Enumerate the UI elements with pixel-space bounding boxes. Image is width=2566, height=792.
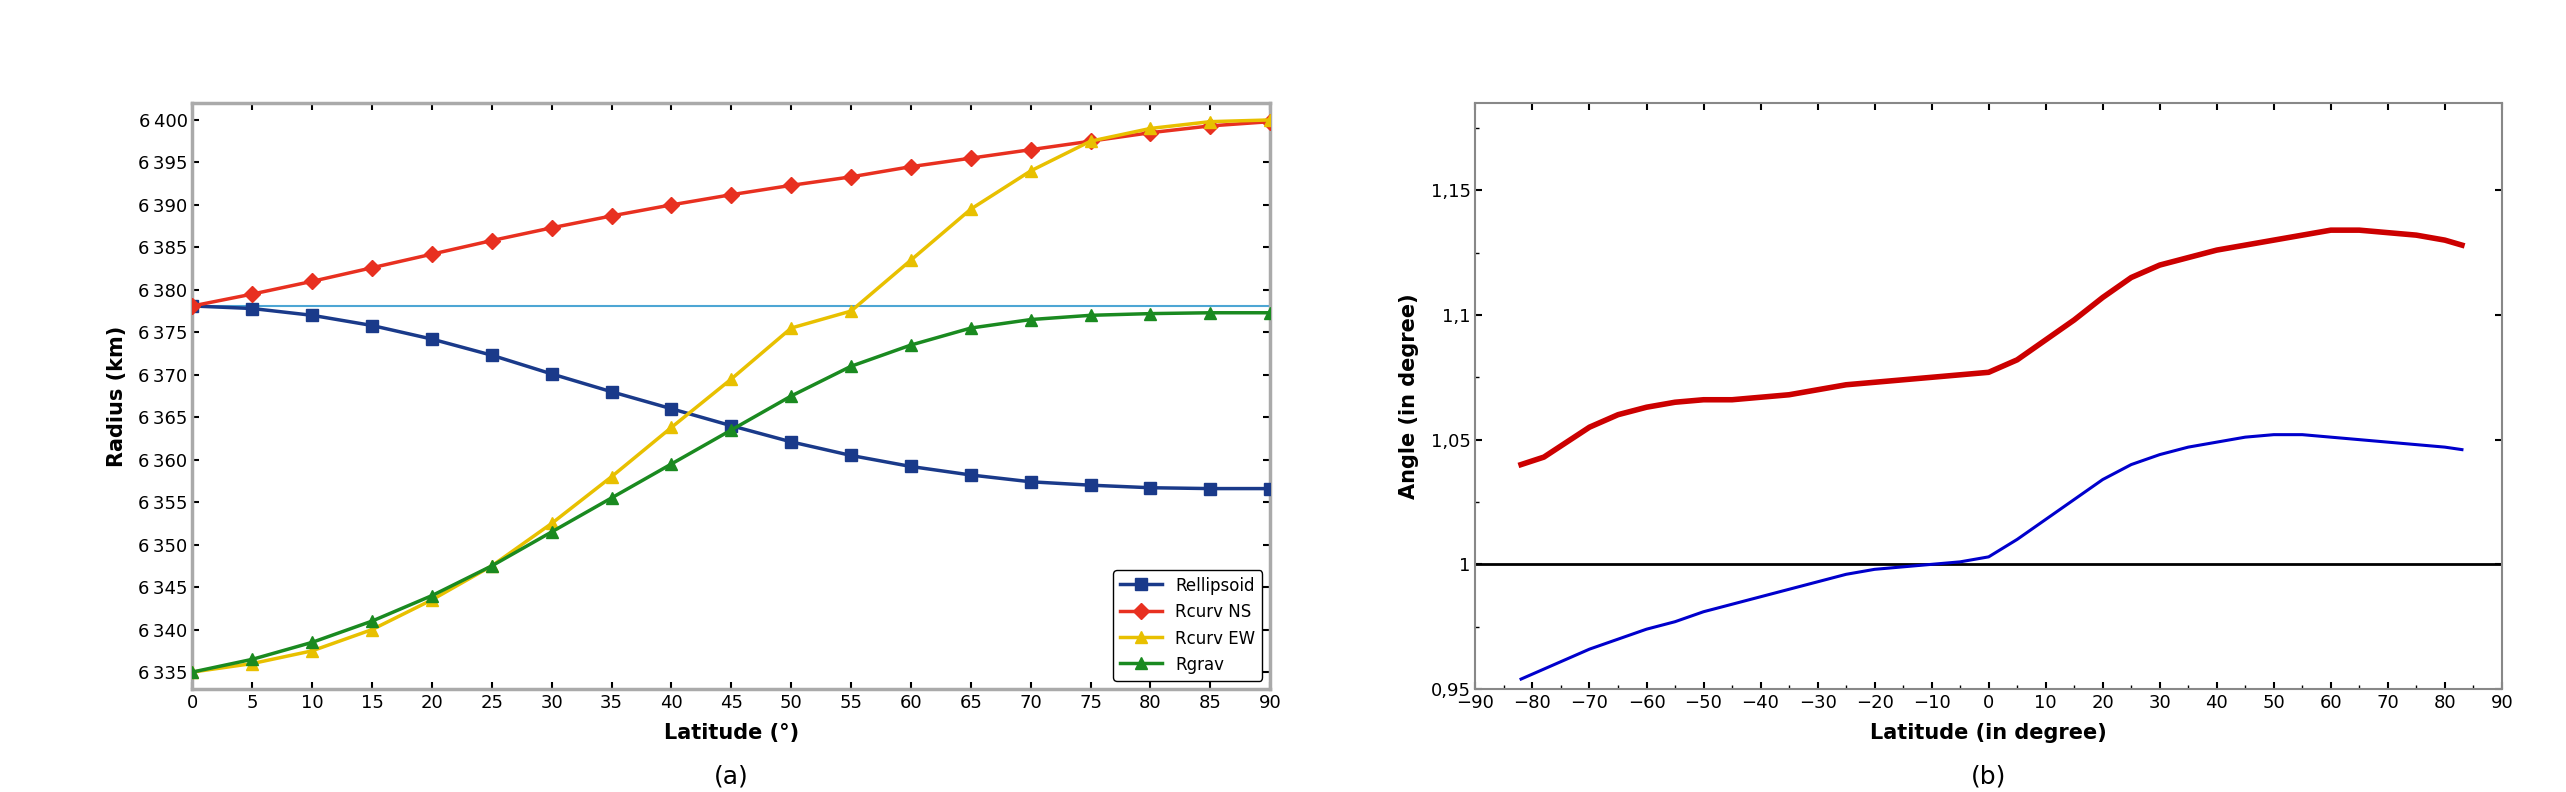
Rellipsoid (298, 310, 328, 320)
Rellipsoid (536, 369, 567, 379)
Line: Rcurv EW: Rcurv EW (187, 114, 1275, 678)
Rcurv NS (595, 211, 626, 221)
Rcurv NS (477, 236, 508, 246)
Rcurv NS (657, 200, 688, 210)
Rcurv EW (236, 659, 267, 668)
Text: (b): (b) (1971, 765, 2007, 789)
Rellipsoid (416, 334, 446, 344)
Rgrav (477, 561, 508, 570)
Rgrav (955, 323, 985, 333)
Rgrav (177, 668, 208, 677)
Rcurv NS (1255, 117, 1286, 127)
Rcurv EW (837, 307, 867, 316)
Rcurv EW (716, 375, 747, 384)
Rcurv EW (1196, 117, 1227, 127)
Rellipsoid (236, 304, 267, 314)
Rcurv EW (1255, 115, 1286, 124)
Rcurv EW (536, 519, 567, 528)
Rcurv NS (837, 172, 867, 181)
Rgrav (595, 493, 626, 503)
Rgrav (657, 459, 688, 469)
Rcurv EW (177, 668, 208, 677)
Rcurv NS (1196, 121, 1227, 131)
Rgrav (536, 527, 567, 537)
Rcurv EW (477, 561, 508, 570)
Rgrav (1134, 309, 1165, 318)
Rcurv EW (595, 472, 626, 482)
Rgrav (357, 616, 387, 626)
Rgrav (1075, 310, 1106, 320)
Rcurv NS (298, 276, 328, 286)
Rcurv NS (1075, 136, 1106, 146)
Rellipsoid (595, 387, 626, 397)
Rcurv NS (536, 223, 567, 233)
Rellipsoid (955, 470, 985, 480)
Line: Rcurv NS: Rcurv NS (187, 116, 1275, 311)
Rellipsoid (896, 462, 926, 471)
Rellipsoid (177, 301, 208, 310)
Rcurv NS (716, 190, 747, 200)
Rgrav (896, 341, 926, 350)
Rcurv EW (955, 204, 985, 214)
X-axis label: Latitude (°): Latitude (°) (665, 723, 798, 743)
Rcurv NS (1134, 128, 1165, 138)
Rcurv EW (357, 625, 387, 634)
X-axis label: Latitude (in degree): Latitude (in degree) (1871, 723, 2107, 743)
Rellipsoid (357, 321, 387, 330)
Y-axis label: Angle (in degree): Angle (in degree) (1398, 293, 1419, 499)
Rcurv NS (1016, 145, 1047, 154)
Rgrav (837, 361, 867, 371)
Rcurv NS (955, 154, 985, 163)
Rellipsoid (657, 404, 688, 413)
Rcurv NS (896, 162, 926, 171)
Rellipsoid (1016, 477, 1047, 486)
Rcurv EW (1134, 124, 1165, 133)
Rcurv NS (416, 249, 446, 259)
Rcurv NS (236, 289, 267, 299)
Rcurv EW (416, 595, 446, 604)
Rellipsoid (1134, 483, 1165, 493)
Rcurv EW (775, 323, 806, 333)
Rellipsoid (1255, 484, 1286, 493)
Rgrav (1196, 308, 1227, 318)
Rcurv EW (657, 423, 688, 432)
Rgrav (1255, 308, 1286, 318)
Line: Rgrav: Rgrav (187, 307, 1275, 678)
Rcurv NS (775, 181, 806, 190)
Rellipsoid (775, 437, 806, 447)
Rcurv NS (177, 301, 208, 310)
Rgrav (1016, 314, 1047, 324)
Legend: Rellipsoid, Rcurv NS, Rcurv EW, Rgrav: Rellipsoid, Rcurv NS, Rcurv EW, Rgrav (1114, 570, 1262, 680)
Rellipsoid (716, 421, 747, 431)
Rellipsoid (837, 451, 867, 460)
Rcurv EW (896, 255, 926, 265)
Rgrav (716, 425, 747, 435)
Rgrav (416, 591, 446, 600)
Line: Rellipsoid: Rellipsoid (187, 299, 1275, 495)
Text: (a): (a) (713, 765, 749, 789)
Rgrav (236, 654, 267, 664)
Rellipsoid (1075, 481, 1106, 490)
Rcurv EW (1016, 166, 1047, 176)
Rellipsoid (1196, 484, 1227, 493)
Rellipsoid (477, 351, 508, 360)
Rgrav (298, 638, 328, 647)
Rcurv NS (357, 263, 387, 272)
Rcurv EW (1075, 136, 1106, 146)
Rcurv EW (298, 646, 328, 656)
Rgrav (775, 391, 806, 401)
Y-axis label: Radius (km): Radius (km) (108, 326, 126, 466)
